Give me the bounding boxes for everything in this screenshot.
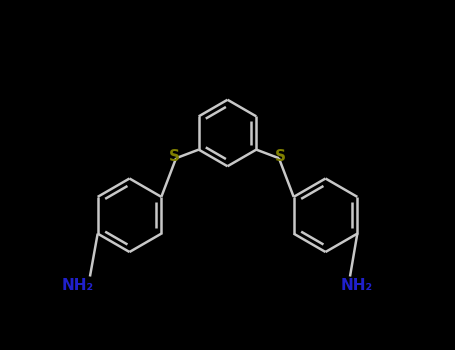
Text: NH₂: NH₂ [61, 278, 94, 293]
Text: NH₂: NH₂ [341, 278, 373, 293]
Text: S: S [169, 149, 180, 164]
Text: S: S [275, 149, 286, 164]
